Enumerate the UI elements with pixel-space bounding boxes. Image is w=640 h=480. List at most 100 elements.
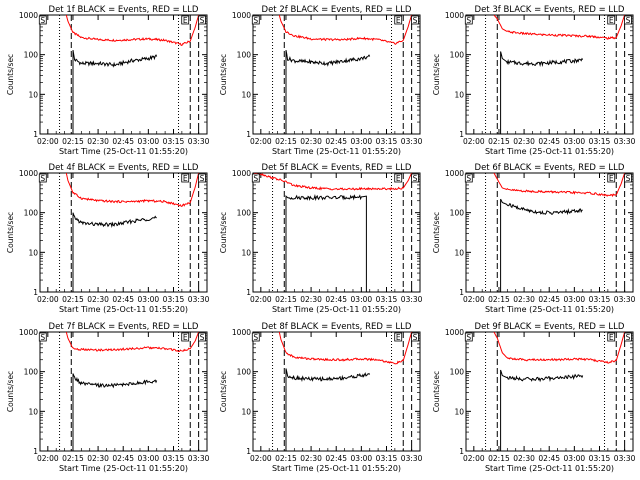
y-tick-label: 10 <box>241 90 251 99</box>
start-marker: S <box>253 333 258 342</box>
end-marker: E <box>609 174 614 183</box>
marker-box <box>607 173 616 183</box>
panel-title: Det 6f BLACK = Events, RED = LLD <box>475 163 625 173</box>
y-tick-label: 100 <box>450 51 465 60</box>
y-axis-label: Counts/sec <box>432 212 441 253</box>
end-marker: E <box>396 16 401 25</box>
x-tick-label: 02:30 <box>87 295 109 304</box>
events-series-line <box>285 50 371 134</box>
panel-title: Det 4f BLACK = Events, RED = LLD <box>49 163 199 173</box>
marker-box <box>411 173 419 183</box>
x-tick-label: 02:00 <box>463 454 485 463</box>
x-tick-label: 02:30 <box>300 137 322 146</box>
y-tick-label: 10 <box>28 90 38 99</box>
x-tick-label: 02:00 <box>37 295 59 304</box>
y-tick-label: 1 <box>459 288 464 297</box>
x-tick-label: 03:00 <box>564 137 586 146</box>
panel-det-4: Det 4f BLACK = Events, RED = LLD 1 10 100 10… <box>6 163 210 314</box>
y-tick-label: 1000 <box>232 328 251 337</box>
y-axis-label: Counts/sec <box>6 371 15 412</box>
events-series-line <box>500 198 583 292</box>
x-tick-label: 02:15 <box>275 137 297 146</box>
x-tick-label: 03:15 <box>376 137 398 146</box>
start-marker: S <box>40 333 45 342</box>
x-tick-label: 03:00 <box>351 137 373 146</box>
x-tick-label: 02:45 <box>325 295 347 304</box>
panel-det-1: Det 1f BLACK = Events, RED = LLD 1 10 100 10… <box>6 5 210 156</box>
x-tick-label: 03:30 <box>614 454 636 463</box>
marker-box <box>181 15 190 25</box>
x-tick-label: 02:15 <box>488 137 510 146</box>
series-group <box>278 332 413 451</box>
x-tick-label: 02:30 <box>513 295 535 304</box>
x-tick-label: 03:30 <box>401 137 423 146</box>
panel-title: Det 3f BLACK = Events, RED = LLD <box>475 5 625 15</box>
start-marker: S <box>466 16 471 25</box>
y-tick-label: 10 <box>454 248 464 257</box>
start-marker: S <box>466 333 471 342</box>
marker-box <box>251 332 260 342</box>
x-axis-label: Start Time (25-Oct-11 01:55:20) <box>59 147 188 156</box>
x-tick-label: 02:15 <box>275 454 297 463</box>
plot-frame <box>252 14 421 135</box>
series-group <box>65 173 200 292</box>
events-series-line <box>285 194 367 292</box>
lld-series-line <box>493 15 626 40</box>
x-tick-label: 03:15 <box>163 137 185 146</box>
end-marker: E <box>396 174 401 183</box>
x-tick-label: 03:30 <box>614 295 636 304</box>
marker-box <box>251 173 260 183</box>
plot-frame <box>465 172 634 293</box>
y-tick-label: 100 <box>24 368 39 377</box>
x-tick-label: 02:00 <box>463 137 485 146</box>
x-tick-label: 02:30 <box>87 137 109 146</box>
x-tick-label: 03:30 <box>188 137 210 146</box>
events-series-line <box>72 50 158 134</box>
y-tick-label: 1000 <box>19 11 38 20</box>
y-tick-label: 100 <box>237 51 252 60</box>
panel-title: Det 2f BLACK = Events, RED = LLD <box>262 5 412 15</box>
y-tick-label: 1000 <box>445 328 464 337</box>
x-tick-label: 02:45 <box>325 137 347 146</box>
lld-series-line <box>278 332 413 365</box>
start-marker: S <box>200 333 205 342</box>
x-tick-label: 02:15 <box>488 454 510 463</box>
marker-box <box>198 15 206 25</box>
marker-box <box>624 173 632 183</box>
x-tick-label: 02:15 <box>62 137 84 146</box>
start-marker: S <box>466 174 471 183</box>
events-series-line <box>500 369 584 451</box>
marker-box <box>181 332 190 342</box>
start-marker: S <box>626 174 631 183</box>
plot-frame <box>465 331 634 452</box>
start-marker: S <box>413 16 418 25</box>
panel-det-2: Det 2f BLACK = Events, RED = LLD 1 10 100 10… <box>219 5 423 156</box>
lld-series-line <box>65 15 200 46</box>
series-group <box>278 15 413 134</box>
x-tick-label: 03:15 <box>376 454 398 463</box>
x-tick-label: 03:30 <box>401 295 423 304</box>
x-tick-label: 03:15 <box>589 137 611 146</box>
marker-box <box>181 173 190 183</box>
marker-box <box>624 332 632 342</box>
series-group <box>493 173 626 292</box>
marker-box <box>607 332 616 342</box>
x-tick-label: 03:00 <box>138 137 160 146</box>
y-tick-label: 1000 <box>19 169 38 178</box>
panel-det-6: Det 6f BLACK = Events, RED = LLD 1 10 100 10… <box>432 163 636 314</box>
y-axis-label: Counts/sec <box>219 54 228 95</box>
x-tick-label: 03:30 <box>188 295 210 304</box>
x-tick-label: 02:00 <box>37 137 59 146</box>
y-tick-label: 1 <box>33 130 38 139</box>
x-axis-label: Start Time (25-Oct-11 01:55:20) <box>272 464 401 473</box>
x-axis-label: Start Time (25-Oct-11 01:55:20) <box>272 147 401 156</box>
x-tick-label: 02:45 <box>112 137 134 146</box>
x-tick-label: 02:45 <box>538 454 560 463</box>
start-marker: S <box>626 333 631 342</box>
marker-box <box>251 15 260 25</box>
x-tick-label: 02:00 <box>250 137 272 146</box>
marker-box <box>411 15 419 25</box>
panel-det-8: Det 8f BLACK = Events, RED = LLD 1 10 100 10… <box>219 322 423 473</box>
y-tick-label: 1 <box>246 288 251 297</box>
